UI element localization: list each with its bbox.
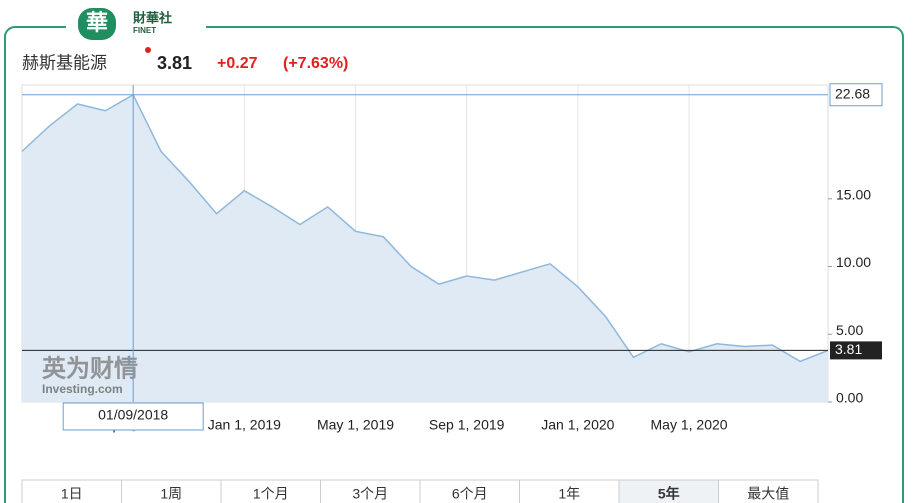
x-tick-label: Jan 1, 2019 [208, 417, 281, 433]
crosshair-value: 22.68 [835, 85, 870, 101]
range-tab[interactable] [718, 479, 819, 503]
logo: 華 [86, 10, 108, 35]
crosshair-value-box [829, 83, 883, 107]
change: +0.27 [217, 55, 258, 72]
x-tick-label: May 1, 2020 [651, 417, 728, 433]
area-fill [22, 94, 828, 402]
change-pct: (+7.63%) [283, 55, 348, 72]
x-tick-label: May 1, 2019 [317, 417, 394, 433]
price: 3.81 [157, 53, 192, 73]
stock-name: 赫斯基能源 [22, 53, 107, 72]
range-tab-label: 6个月 [452, 486, 488, 502]
brand-en: FINET [133, 26, 156, 35]
live-dot [145, 47, 151, 53]
crosshair-date-box [62, 402, 204, 431]
y-tick-label: 15.00 [836, 186, 871, 202]
logo-badge [78, 8, 116, 40]
range-tab-label: 5年 [658, 486, 680, 502]
range-tab-label: 1日 [61, 486, 83, 502]
brand: 財華社 [132, 10, 172, 25]
range-tab-label: 1个月 [253, 486, 289, 502]
y-tick-label: 0.00 [836, 390, 863, 406]
crosshair-date: 01/09/2018 [98, 407, 168, 423]
x-tick-label: Sep 1, 2019 [429, 417, 505, 433]
last-price-label: 3.81 [835, 341, 862, 357]
range-tab-label: 3个月 [352, 486, 388, 502]
frame [4, 26, 904, 503]
y-tick-label: 10.00 [836, 254, 871, 270]
range-tab-label: 1周 [160, 486, 182, 502]
watermark-subtitle: Investing.com [42, 382, 123, 396]
watermark-title: 英为财情 [42, 355, 138, 382]
range-tab-label: 最大值 [747, 486, 789, 502]
y-tick-label: 5.00 [836, 322, 863, 338]
range-tab-label: 1年 [558, 486, 580, 502]
last-price-tag [830, 341, 882, 360]
x-tick-label: Jan 1, 2020 [541, 417, 614, 433]
